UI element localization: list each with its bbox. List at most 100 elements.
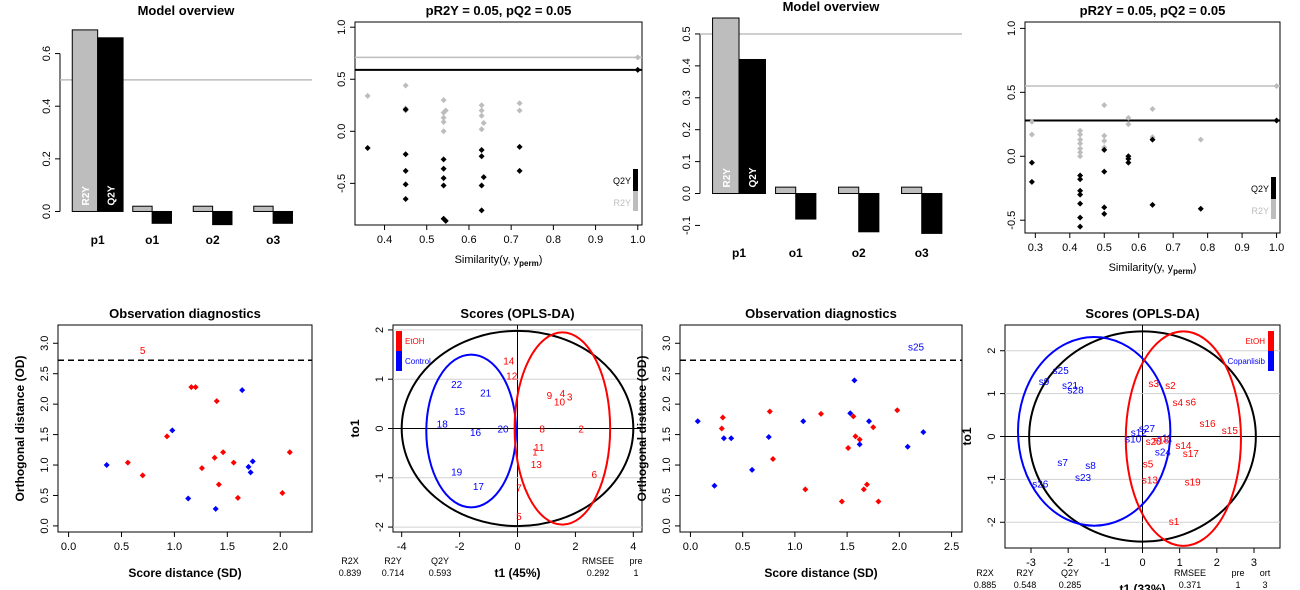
point-etoh — [718, 425, 725, 432]
point-q2y — [516, 143, 523, 150]
sample-label: s9 — [1039, 377, 1050, 388]
point-q2y — [1101, 210, 1108, 217]
y-tick-label: 2 — [986, 348, 998, 354]
sample-label: 3 — [567, 392, 573, 403]
stats-header: RMSEE — [582, 556, 614, 566]
y-tick-label: -1 — [374, 473, 386, 483]
chart-diag1: Observation diagnostics 0.0 0.5 1.0 1.5 2.0 0.… — [13, 306, 313, 580]
point-etoh — [215, 481, 222, 488]
x-tick-label: -3 — [1026, 557, 1036, 569]
point-etoh — [192, 384, 199, 391]
category-label: o2 — [852, 246, 866, 260]
point-etoh — [188, 384, 195, 391]
stats-value: 0.885 — [974, 580, 997, 590]
x-axis-label-end: ) — [539, 254, 543, 266]
stats-value: 0.548 — [1014, 580, 1037, 590]
sample-label: s8 — [1085, 461, 1096, 472]
y-tick-label: 0.1 — [681, 154, 693, 169]
sample-label: s28 — [1068, 385, 1085, 396]
x-tick-label: 2 — [1214, 557, 1220, 569]
chart-title: Model overview — [138, 3, 236, 18]
x-tick-label: 0.0 — [61, 541, 76, 553]
point-q2y — [1028, 178, 1035, 185]
point-etoh — [875, 498, 882, 505]
x-tick-label: 0.7 — [504, 234, 519, 246]
plot-frame — [57, 324, 313, 533]
point-etoh — [860, 486, 867, 493]
point-r2y — [1077, 136, 1084, 143]
sample-label: 2 — [578, 425, 584, 436]
stats-value: 0.839 — [339, 568, 362, 578]
y-tick-label: 2.0 — [661, 396, 673, 411]
sample-label: s24 — [1155, 448, 1172, 459]
sample-label: 17 — [473, 482, 485, 493]
sample-label: s4 — [1173, 398, 1184, 409]
x-tick-label: 0.9 — [588, 234, 603, 246]
point-control — [169, 427, 176, 434]
point-control — [245, 463, 252, 470]
y-tick-label: 3.0 — [39, 336, 51, 351]
point-r2y — [1125, 114, 1132, 121]
point-etoh — [198, 465, 205, 472]
point-r2y — [1125, 121, 1132, 128]
point-q2y — [634, 66, 641, 73]
sample-label: s15 — [1222, 426, 1239, 437]
point-control — [185, 495, 192, 502]
point-q2y — [442, 217, 449, 224]
legend-label: R2Y — [613, 198, 631, 208]
y-tick-label: -2 — [374, 522, 386, 532]
x-tick-label: -4 — [397, 541, 407, 553]
y-tick-label: 0.0 — [39, 518, 51, 533]
confidence-ellipse — [1028, 330, 1257, 543]
point-r2y — [1197, 136, 1204, 143]
point-etoh — [802, 486, 809, 493]
point-q2y — [1077, 172, 1084, 179]
x-tick-label: -2 — [455, 541, 465, 553]
y-tick-label: 1.0 — [661, 457, 673, 472]
x-tick-label: 1.5 — [220, 541, 235, 553]
x-tick-label: -1 — [1100, 557, 1110, 569]
confidence-ellipse — [1124, 330, 1242, 547]
x-tick-label: 0.5 — [419, 234, 434, 246]
chart-title: Model overview — [783, 0, 881, 14]
chart-title: Scores (OPLS-DA) — [460, 306, 574, 321]
y-tick-label: 0.4 — [41, 99, 53, 114]
point-r2y — [1077, 149, 1084, 156]
point-q2y — [1101, 146, 1108, 153]
y-axis-label: to1 — [348, 419, 362, 437]
sample-label: 6 — [591, 470, 597, 481]
sample-label: s13 — [1142, 475, 1159, 486]
point-etoh — [845, 444, 852, 451]
bar-r2y-o2 — [192, 205, 214, 212]
y-tick-label: 0.5 — [39, 488, 51, 503]
outlier-label: 5 — [140, 346, 146, 357]
point-r2y — [364, 92, 371, 99]
category-label: o3 — [266, 233, 280, 247]
sample-label: 22 — [451, 380, 463, 391]
legend-label: Copanlisib — [1228, 357, 1266, 366]
x-tick-label: 0.6 — [1131, 242, 1146, 254]
point-etoh — [719, 414, 726, 421]
bar-q2y-o1 — [151, 210, 172, 224]
point-q2y — [478, 182, 485, 189]
y-axis-label: Orthogonal distance (OD) — [635, 355, 649, 501]
stats-header: Q2Y — [431, 556, 449, 566]
point-control — [904, 443, 911, 450]
chart-title: pR2Y = 0.05, pQ2 = 0.05 — [1080, 3, 1226, 18]
x-tick-label: 0.8 — [546, 234, 561, 246]
point-q2y — [1149, 201, 1156, 208]
stats-value: 0.285 — [1059, 580, 1082, 590]
sample-label: s23 — [1075, 473, 1092, 484]
x-axis-label-sub: perm — [519, 259, 539, 268]
bar-r2y-o1 — [132, 205, 153, 212]
point-q2y — [364, 144, 371, 151]
confidence-ellipse — [1017, 336, 1172, 527]
point-q2y — [1077, 187, 1084, 194]
x-axis-label: Score distance (SD) — [764, 566, 877, 580]
legend-swatch — [396, 351, 402, 371]
point-r2y — [516, 100, 523, 107]
y-tick-label: 0.0 — [681, 186, 693, 201]
y-tick-label: 2 — [374, 327, 386, 333]
point-q2y — [1077, 214, 1084, 221]
legend-swatch-r2y — [633, 191, 638, 211]
